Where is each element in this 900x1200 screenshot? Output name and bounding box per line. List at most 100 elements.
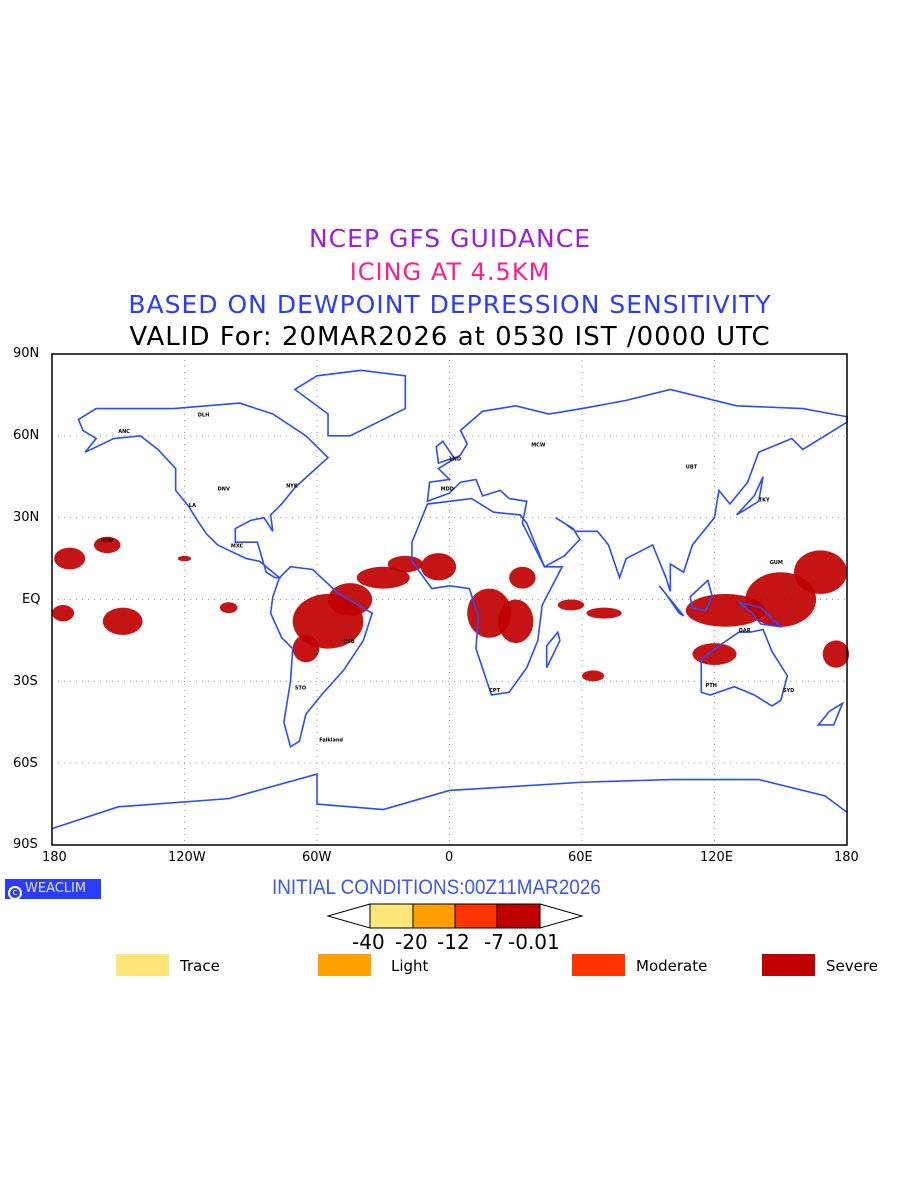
- city-label: TKY: [759, 497, 770, 503]
- colorbar: [326, 903, 584, 929]
- legend-label-light: Light: [391, 957, 429, 975]
- title-line-1: NCEP GFS GUIDANCE: [308, 224, 591, 253]
- lat-tick: 90S: [13, 837, 38, 852]
- city-label: LA: [189, 503, 196, 509]
- city-label: BSB: [344, 639, 355, 645]
- city-label: STO: [295, 686, 306, 692]
- lon-tick: 60W: [302, 850, 332, 865]
- icing-severe-area: [692, 643, 737, 665]
- coastline-north-america: [77, 402, 330, 579]
- icing-severe-area: [54, 547, 86, 570]
- city-label: ANC: [118, 429, 130, 435]
- legend-label-moderate: Moderate: [636, 957, 708, 975]
- city-label: MDD: [441, 486, 454, 492]
- icing-severe-area: [557, 599, 585, 611]
- legend-swatch-light: [318, 954, 371, 976]
- coastline-sumatra: [658, 585, 685, 617]
- coastline-greenland: [293, 369, 407, 437]
- map-frame: [51, 353, 848, 846]
- city-label: Falkland: [319, 737, 343, 743]
- colorbar-box-moderate: [454, 903, 498, 929]
- city-label: LND: [450, 456, 462, 462]
- lat-tick: 90N: [13, 346, 40, 361]
- icing-severe-area: [387, 555, 424, 573]
- colorbar-left-arrow: [326, 903, 371, 929]
- initial-conditions: INITIAL CONDITIONS:00Z11MAR2026: [272, 876, 601, 899]
- icing-severe-area: [498, 599, 534, 644]
- coastline-antarctica: [51, 773, 848, 830]
- copyright-icon: c: [8, 886, 22, 900]
- coastline-south-america: [269, 565, 374, 749]
- lat-tick: 30S: [13, 674, 38, 689]
- icing-severe-area: [685, 594, 766, 627]
- city-label: SYD: [783, 688, 794, 694]
- lon-tick: 180: [42, 850, 67, 865]
- icing-regions: [52, 536, 850, 682]
- weaclim-logo: c WEACLIM: [5, 879, 101, 900]
- legend-label-severe: Severe: [826, 957, 878, 975]
- coastline-eurasia: [426, 388, 848, 592]
- coastline-australia: [700, 628, 789, 707]
- colorbar-box-trace: [369, 903, 414, 929]
- legend-swatch-trace: [116, 954, 169, 976]
- lon-tick: 60E: [568, 850, 593, 865]
- lat-tick: 60N: [13, 428, 40, 443]
- colorbar-box-light: [412, 903, 456, 929]
- city-label: DNV: [218, 486, 230, 492]
- colorbar-label: -20: [395, 930, 428, 954]
- icing-severe-area: [292, 634, 320, 663]
- coastline-uk: [435, 440, 456, 465]
- legend-swatch-severe: [762, 954, 815, 976]
- title-line-2: ICING AT 4.5KM: [349, 258, 551, 286]
- colorbar-label: -40: [352, 930, 385, 954]
- colorbar-right-arrow: [539, 903, 584, 929]
- city-label: CPT: [489, 688, 500, 694]
- colorbar-label: -12: [437, 930, 470, 954]
- city-label: MXC: [231, 544, 244, 550]
- coastline-japan: [735, 476, 764, 516]
- coastline-new-zealand: [816, 701, 845, 726]
- city-label: DLH: [198, 413, 210, 419]
- icing-severe-area: [420, 553, 457, 581]
- icing-severe-area: [52, 604, 75, 622]
- coastline-borneo: [689, 578, 714, 612]
- icing-severe-area: [586, 607, 622, 619]
- icing-severe-area: [582, 670, 605, 682]
- lat-tick: 60S: [13, 756, 38, 771]
- lon-tick: 120W: [168, 850, 206, 865]
- city-label: UBT: [686, 465, 698, 471]
- lon-tick: 180: [834, 850, 859, 865]
- grid-lines: [52, 354, 847, 845]
- icing-severe-area: [822, 640, 850, 668]
- colorbar-label: -0.01: [508, 930, 560, 954]
- logo-text: WEACLIM: [25, 881, 87, 896]
- city-label: GUM: [770, 560, 783, 566]
- city-labels: ANC DLH HON MXC LA DNV NYK MDD LND MCW UBT TKY GUM DA…: [101, 413, 795, 744]
- icing-severe-area: [745, 572, 817, 627]
- city-label: HON: [101, 538, 114, 544]
- coastline-madagascar: [545, 630, 561, 669]
- colorbar-label: -7: [484, 930, 504, 954]
- legend-swatch-moderate: [572, 954, 625, 976]
- icing-severe-area: [794, 550, 847, 595]
- title-line-3: BASED ON DEWPOINT DEPRESSION SENSITIVITY: [128, 290, 772, 319]
- legend-label-trace: Trace: [180, 957, 220, 975]
- lat-tick: EQ: [22, 592, 41, 607]
- colorbar-box-severe: [496, 903, 541, 929]
- lon-tick: 0: [445, 850, 454, 865]
- city-label: MCW: [531, 443, 546, 449]
- icing-severe-area: [509, 566, 536, 589]
- icing-severe-area: [93, 536, 121, 554]
- city-label: PTH: [706, 683, 717, 689]
- coastline-new-guinea: [738, 601, 784, 628]
- icing-severe-area: [356, 566, 410, 589]
- valid-time-title: VALID For: 20MAR2026 at 0530 IST /0000 U…: [129, 322, 771, 352]
- city-label: DAR: [739, 628, 751, 634]
- city-label: NYK: [286, 484, 299, 490]
- icing-severe-area: [219, 602, 238, 614]
- icing-severe-area: [177, 555, 192, 562]
- icing-severe-area: [102, 607, 143, 635]
- coastline-africa: [411, 497, 564, 696]
